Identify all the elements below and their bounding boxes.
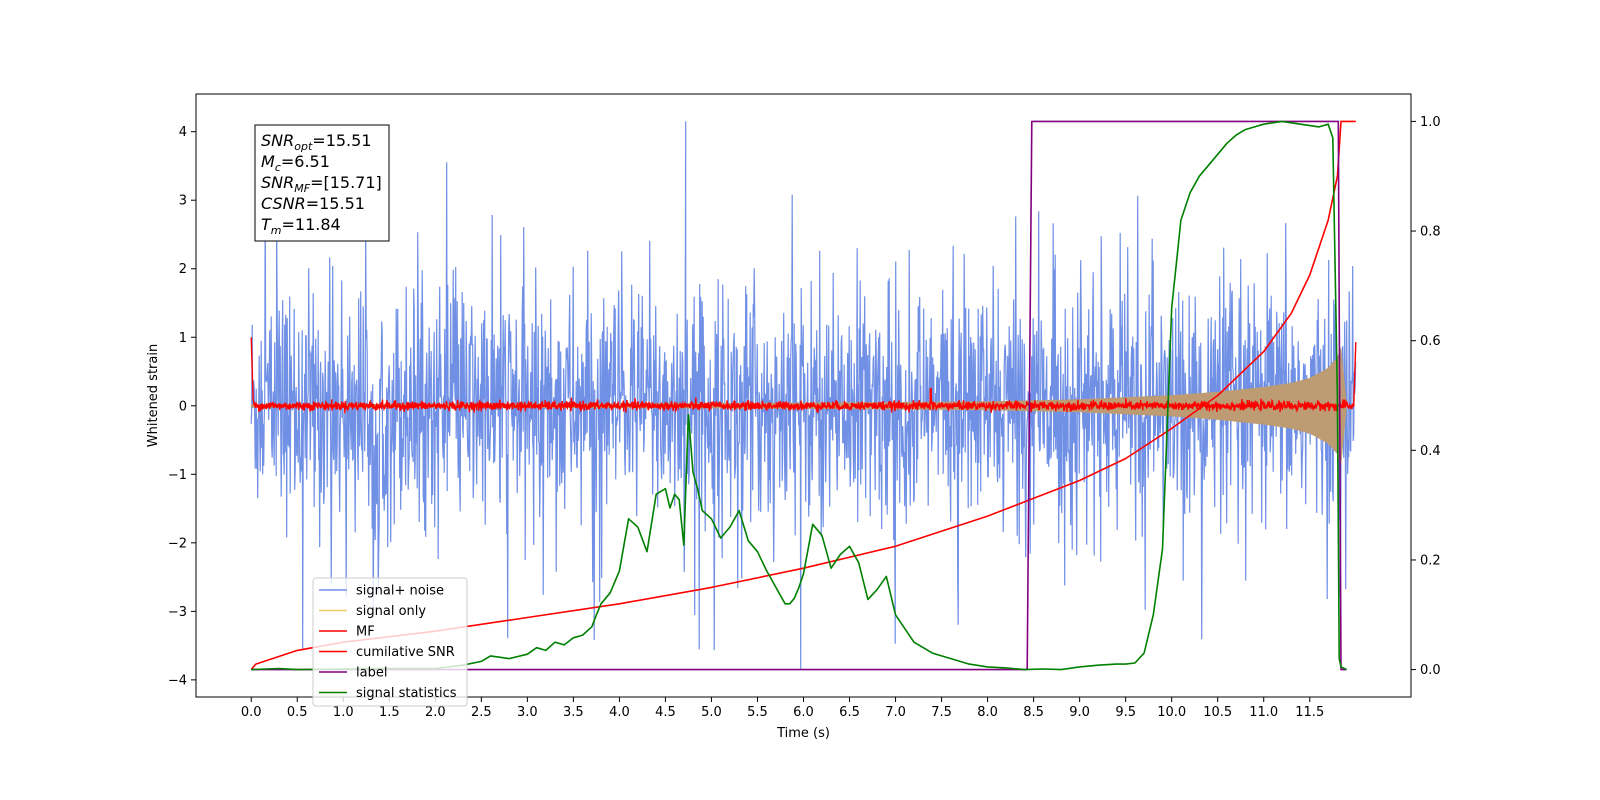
x-tick-label: 3.0 bbox=[517, 705, 538, 720]
y2-tick-label: 0.2 bbox=[1420, 553, 1441, 568]
y-tick-label: −3 bbox=[168, 605, 187, 620]
annotation-box: SNRopt=15.51Mc=6.51SNRMF=[15.71]CSNR=15.… bbox=[254, 124, 390, 242]
x-axis: 0.0 0.5 1.0 1.5 2.0 2.5 3.0 3.5 4.0 4.5 5.0 5.5 6.0 6… bbox=[241, 697, 1324, 720]
x-tick-label: 5.0 bbox=[701, 705, 722, 720]
x-tick-label: 11.5 bbox=[1295, 705, 1324, 720]
x-tick-label: 7.5 bbox=[931, 705, 952, 720]
x-tick-label: 9.5 bbox=[1115, 705, 1136, 720]
legend-label-signal-noise: signal+ noise bbox=[356, 584, 444, 599]
y-tick-label: 4 bbox=[179, 125, 187, 140]
series-label bbox=[251, 120, 1347, 671]
y-axis-left: −4 −3 −2 −1 0 1 2 3 4 bbox=[168, 125, 196, 688]
legend-label-cumilative-snr: cumilative SNR bbox=[356, 645, 455, 660]
y2-tick-label: 0.6 bbox=[1420, 334, 1441, 349]
x-tick-label: 5.5 bbox=[747, 705, 768, 720]
y2-tick-label: 0.0 bbox=[1420, 663, 1441, 678]
y-axis-right: 0.0 0.2 0.4 0.6 0.8 1.0 bbox=[1411, 115, 1441, 678]
y-tick-label: 0 bbox=[179, 399, 187, 414]
legend-label-label: label bbox=[356, 666, 387, 681]
series-signal-statistics bbox=[251, 120, 1347, 671]
x-tick-label: 0.0 bbox=[241, 705, 262, 720]
x-tick-label: 2.5 bbox=[471, 705, 492, 720]
x-tick-label: 1.0 bbox=[333, 705, 354, 720]
legend-label-signal-only: signal only bbox=[356, 604, 426, 619]
y2-tick-label: 0.4 bbox=[1420, 444, 1441, 459]
legend-label-mf: MF bbox=[356, 625, 375, 640]
annotation-line: CSNR=15.51 bbox=[261, 194, 365, 213]
legend: signal+ noise signal only MF cumilative SNR… bbox=[312, 577, 468, 707]
x-tick-label: 10.0 bbox=[1157, 705, 1186, 720]
y-tick-label: 2 bbox=[179, 262, 187, 277]
y-tick-label: −1 bbox=[168, 468, 187, 483]
x-tick-label: 4.5 bbox=[655, 705, 676, 720]
x-tick-label: 6.5 bbox=[839, 705, 860, 720]
legend-label-signal-statistics: signal statistics bbox=[356, 686, 457, 701]
annotation-line: Mc=6.51 bbox=[261, 152, 330, 174]
y2-tick-label: 1.0 bbox=[1420, 115, 1441, 130]
annotation-line: SNRMF=[15.71] bbox=[261, 173, 382, 195]
x-tick-label: 0.5 bbox=[287, 705, 308, 720]
y-tick-label: −4 bbox=[168, 673, 187, 688]
x-axis-label: Time (s) bbox=[776, 726, 830, 741]
y2-tick-label: 0.8 bbox=[1420, 225, 1441, 240]
x-tick-label: 10.5 bbox=[1203, 705, 1232, 720]
x-tick-label: 11.0 bbox=[1249, 705, 1278, 720]
y-tick-label: 3 bbox=[179, 194, 187, 209]
y-tick-label: −2 bbox=[168, 536, 187, 551]
x-tick-label: 4.0 bbox=[609, 705, 630, 720]
x-tick-label: 3.5 bbox=[563, 705, 584, 720]
x-tick-label: 2.0 bbox=[425, 705, 446, 720]
x-tick-label: 8.0 bbox=[977, 705, 998, 720]
x-tick-label: 8.5 bbox=[1023, 705, 1044, 720]
series-mf bbox=[250, 337, 1357, 414]
x-tick-label: 7.0 bbox=[885, 705, 906, 720]
x-tick-label: 9.0 bbox=[1069, 705, 1090, 720]
y-axis-label: Whitened strain bbox=[146, 344, 161, 447]
x-tick-label: 1.5 bbox=[379, 705, 400, 720]
y-tick-label: 1 bbox=[179, 331, 187, 346]
legend-frame bbox=[312, 577, 468, 707]
annotation-line: SNRopt=15.51 bbox=[261, 131, 372, 153]
annotation-frame bbox=[254, 124, 390, 242]
annotation-line: Tm=11.84 bbox=[261, 215, 341, 237]
x-tick-label: 6.0 bbox=[793, 705, 814, 720]
